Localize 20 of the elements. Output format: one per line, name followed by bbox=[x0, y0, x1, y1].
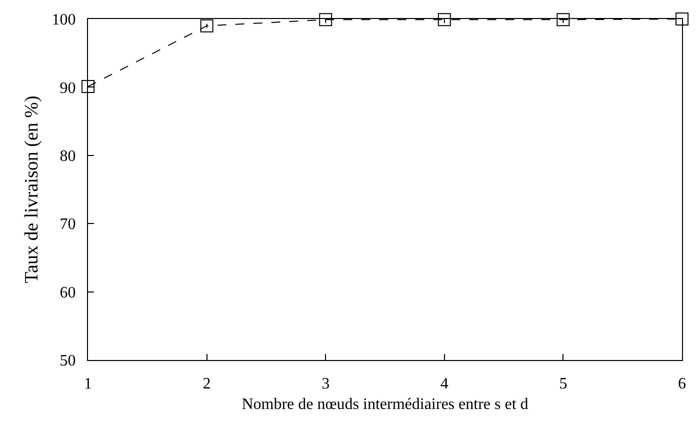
point bbox=[200, 19, 214, 32]
x-tick-label: 2 bbox=[202, 375, 211, 392]
y-tick-label: 90 bbox=[60, 80, 76, 97]
point bbox=[438, 13, 451, 26]
x-tick-label: 6 bbox=[678, 375, 686, 392]
y-tick-label: 80 bbox=[60, 148, 76, 165]
y-tick-label: 70 bbox=[60, 216, 76, 234]
y-tick-label: 100 bbox=[52, 12, 76, 29]
x-tick-label: 1 bbox=[84, 375, 92, 392]
x-axis-title: Nombre de nœuds intermédiaires entre s et d bbox=[242, 396, 528, 413]
point bbox=[319, 13, 332, 26]
y-axis-title: Taux de livraison (en %) bbox=[22, 96, 43, 284]
point bbox=[556, 13, 570, 26]
y-tick-label: 50 bbox=[60, 352, 76, 370]
point bbox=[82, 80, 94, 94]
x-tick-label: 4 bbox=[440, 375, 448, 392]
point bbox=[676, 12, 688, 26]
x-tick-label: 5 bbox=[559, 375, 568, 392]
x-tick-label: 3 bbox=[322, 375, 330, 392]
y-tick-label: 60 bbox=[60, 284, 76, 302]
